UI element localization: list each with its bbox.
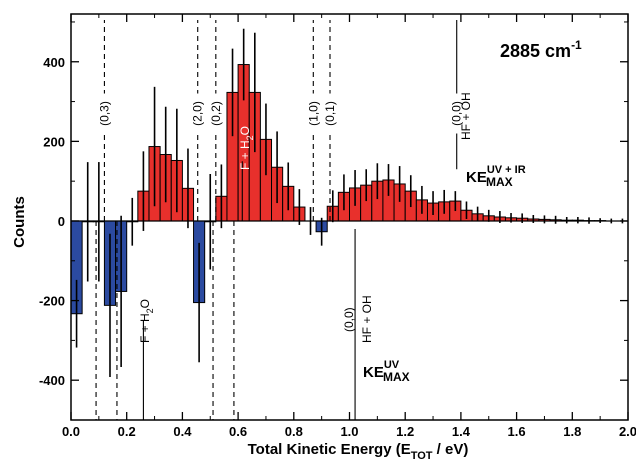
x-tick-label: 1.4	[452, 424, 471, 439]
x-tick-label: 0.2	[118, 424, 136, 439]
line-label-bg	[96, 93, 113, 134]
x-tick-label: 1.8	[563, 424, 581, 439]
y-axis-title: Counts	[11, 196, 28, 248]
x-axis-title: Total Kinetic Energy (ETOT / eV)	[248, 441, 469, 461]
y-tick-label: 400	[43, 55, 65, 70]
tick-labels: 0.0 0.2 0.4 0.6 0.8 1.0 1.2 1.4 1.6 1.8 2.0 -400 -20…	[39, 55, 636, 439]
x-tick-label: 1.0	[340, 424, 358, 439]
x-tick-label: 0.0	[62, 424, 80, 439]
x-tick-label: 2.0	[619, 424, 636, 439]
y-tick-label: -200	[39, 294, 65, 309]
line-label-bg	[322, 93, 339, 134]
lower-00-label: (0,0)	[342, 307, 356, 332]
line-label-bg	[189, 93, 206, 134]
transition-label: (0,1)	[323, 101, 337, 126]
f-h2o-upper-label: F + H2O	[238, 126, 255, 170]
ke-max-uv-ir-label: KEUV + IR MAX	[466, 164, 526, 189]
x-tick-label: 0.8	[285, 424, 303, 439]
line-label-bg	[448, 93, 465, 134]
x-axis-title-sub: TOT	[411, 450, 433, 461]
line-label-bg	[305, 93, 322, 134]
transition-label: (0,3)	[97, 101, 111, 126]
hf-oh-lower-label: HF + OH	[360, 295, 374, 343]
x-tick-label: 0.6	[229, 424, 247, 439]
line-label-bg	[207, 93, 224, 134]
histogram-bars	[70, 64, 607, 315]
transition-label: (0,2)	[209, 101, 223, 126]
transition-label: (2,0)	[191, 101, 205, 126]
y-tick-label: 0	[58, 214, 65, 229]
ke-max-uv-label: KEUV MAX	[363, 359, 410, 384]
y-tick-label: -400	[39, 373, 65, 388]
y-tick-label: 200	[43, 134, 65, 149]
f-h2o-lower-label: F + H2O	[138, 299, 155, 343]
x-axis-title-end: / eV)	[433, 441, 469, 458]
error-bars	[75, 28, 624, 378]
wavenumber-label: 2885 cm-1	[500, 38, 582, 61]
annotations: (0,3) (2,0) (0,2) (1,0) (0,1) (0,0)	[96, 93, 465, 134]
x-axis-title-main: Total Kinetic Energy (E	[248, 441, 411, 458]
hf-oh-upper-label: HF + OH	[459, 92, 473, 140]
x-tick-label: 1.2	[396, 424, 414, 439]
transition-label: (1,0)	[306, 101, 320, 126]
axis-ticks	[70, 14, 629, 421]
x-tick-label: 0.4	[173, 424, 192, 439]
x-tick-label: 1.6	[508, 424, 526, 439]
transition-label: (0,0)	[450, 101, 464, 126]
